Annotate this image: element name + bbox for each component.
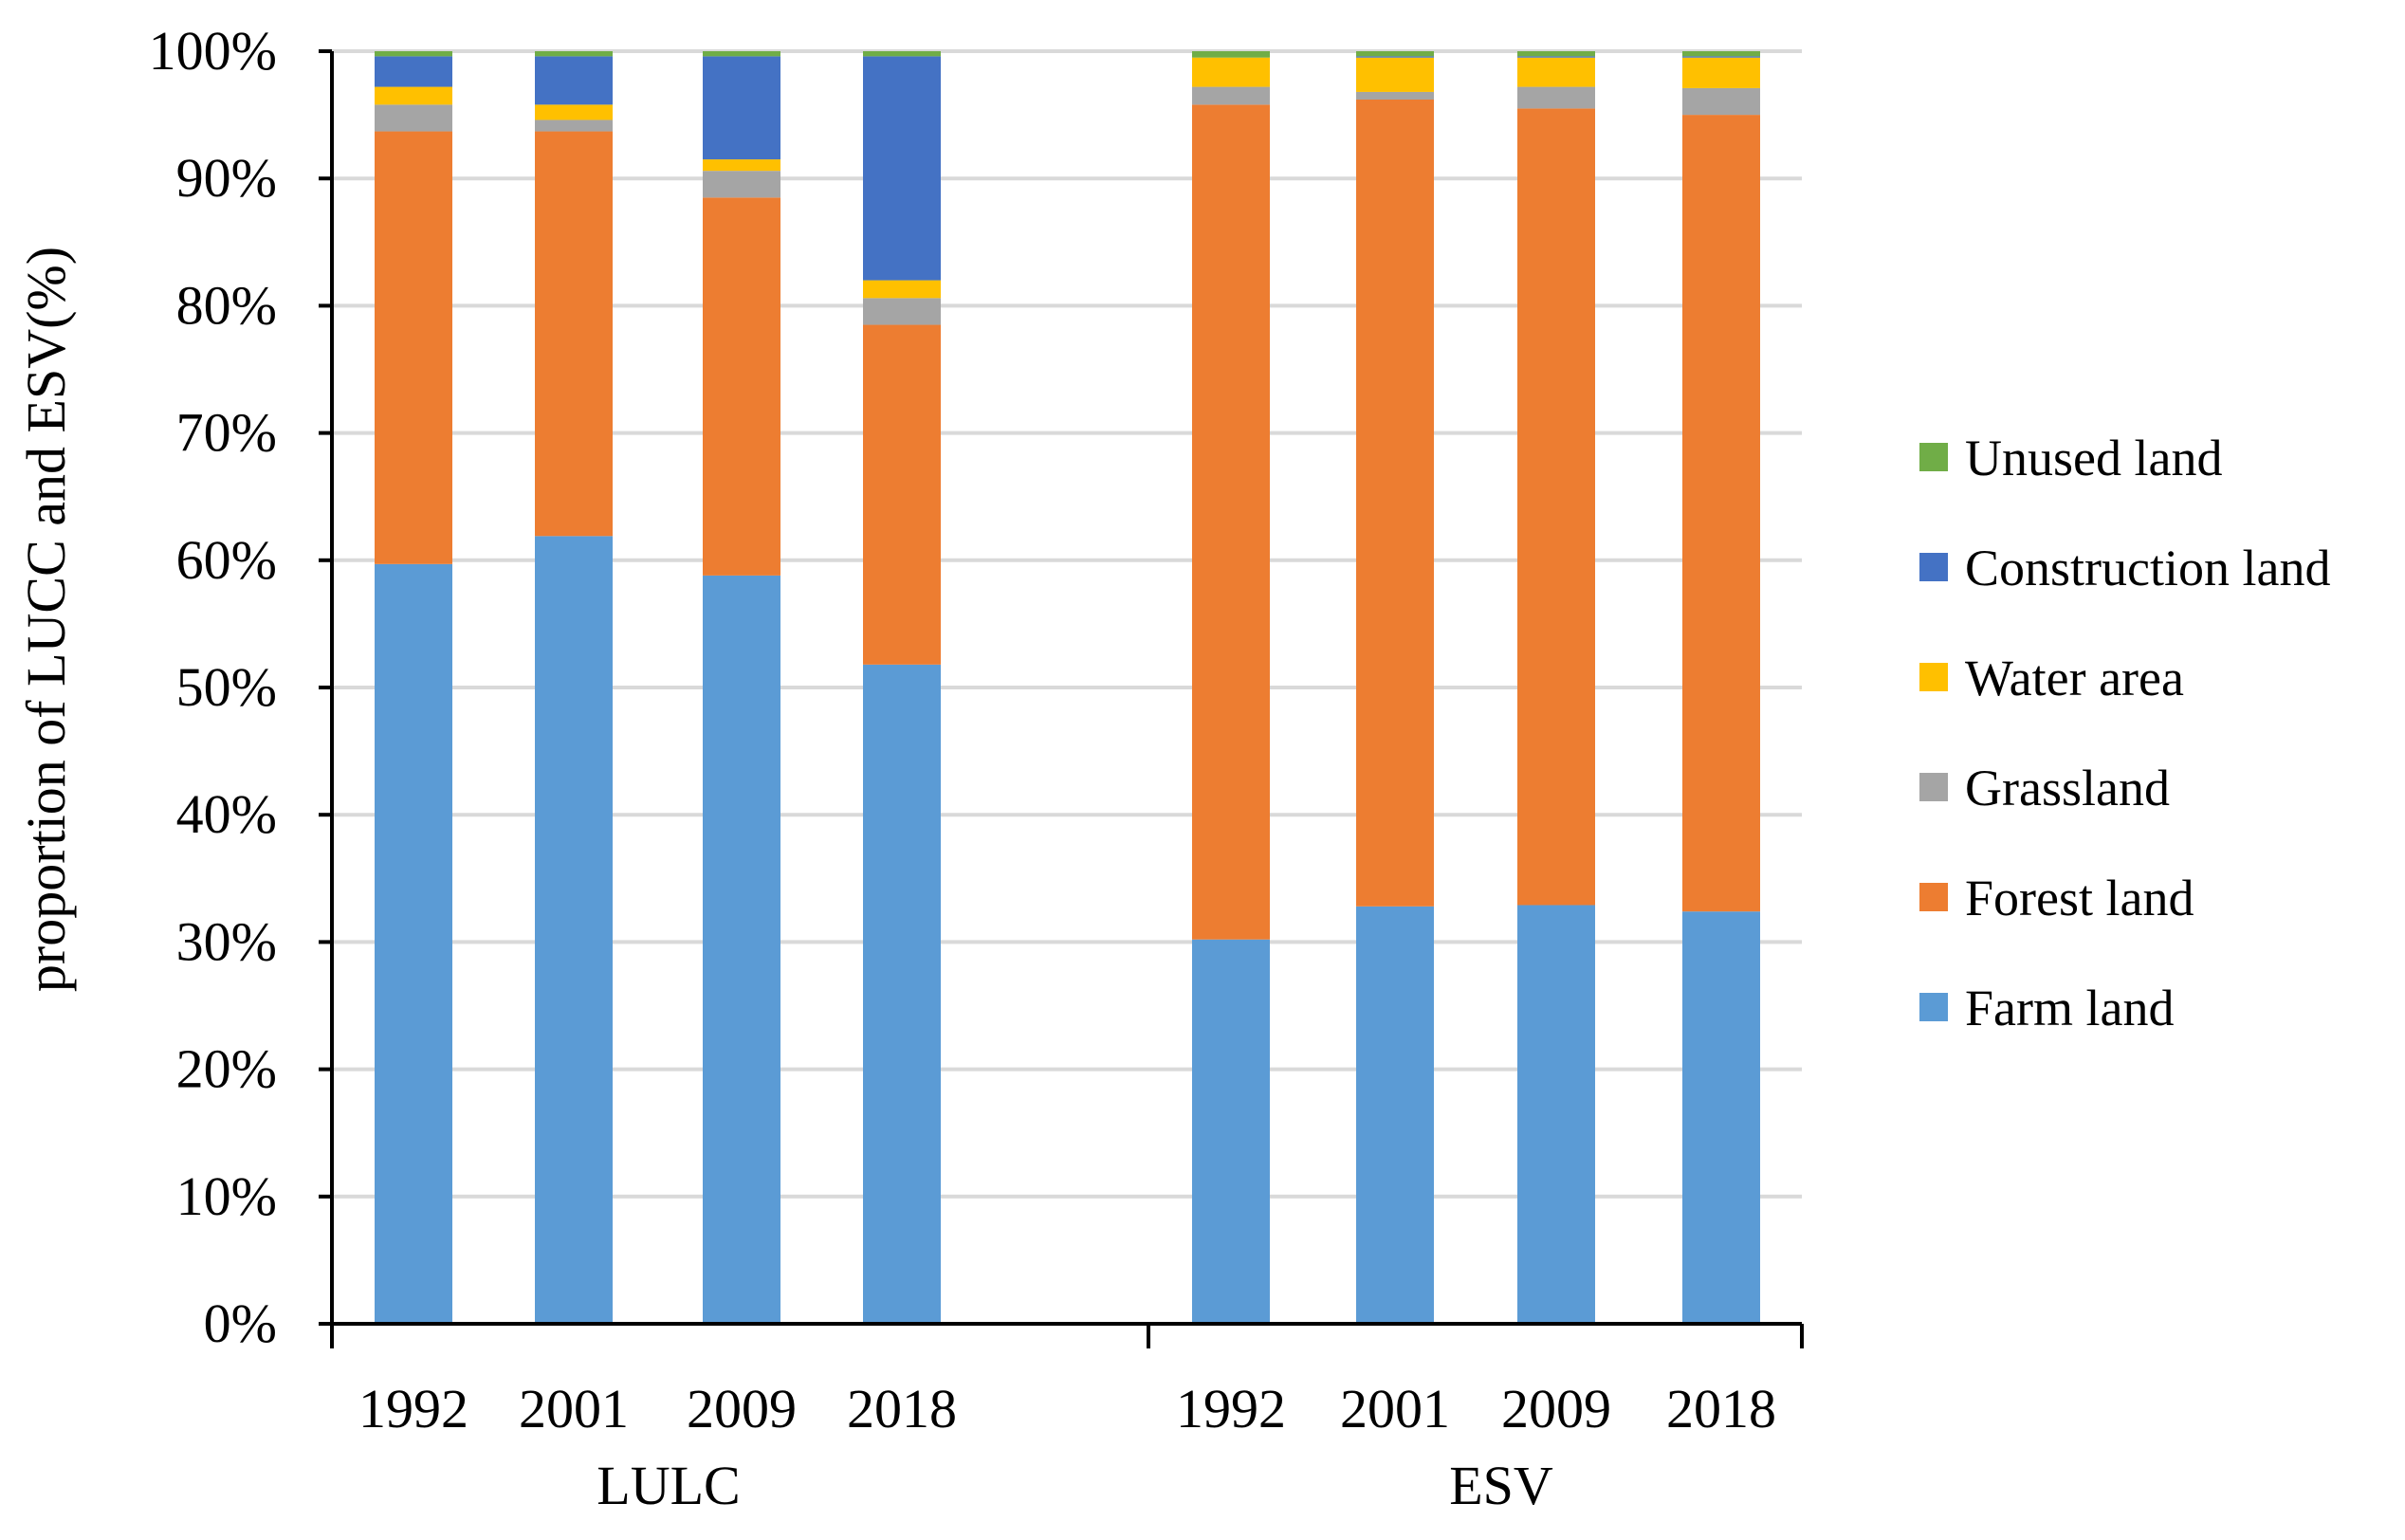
axes [319, 49, 1804, 1348]
y-tick-label: 60% [176, 529, 277, 591]
legend-swatch [1919, 993, 1948, 1021]
legend-swatch [1919, 443, 1948, 471]
bar-segment-grassland [703, 171, 780, 198]
x-group-label: LULC [597, 1455, 740, 1516]
legend-item: Construction land [1919, 540, 2330, 596]
bar-segment-unused-land [1517, 51, 1595, 57]
bar-segment-construction-land [863, 56, 941, 281]
bar-segment-water-area [1356, 57, 1434, 92]
bar-segment-grassland [1356, 91, 1434, 100]
bar-segment-forest-land [535, 131, 613, 537]
legend-item: Forest land [1919, 870, 2194, 926]
bar-segment-grassland [863, 298, 941, 325]
y-axis-title: proportion of LUCC and ESV(%) [15, 247, 77, 992]
bar-segment-farm-land [1517, 905, 1595, 1324]
y-tick-label: 20% [176, 1038, 277, 1100]
legend-swatch [1919, 883, 1948, 911]
bar-segment-unused-land [1682, 51, 1760, 57]
legend-label: Construction land [1965, 540, 2330, 596]
bar-segment-water-area [863, 280, 941, 299]
x-category-label: 2001 [519, 1378, 629, 1439]
y-tick-labels: 0% 10% 20% 30% 40% 50% 60% 70% 80% 90% 100% [149, 20, 277, 1354]
bar-segment-unused-land [535, 51, 613, 57]
bar-segment-water-area [1517, 57, 1595, 87]
bar-segment-unused-land [375, 51, 452, 57]
legend-label: Unused land [1965, 430, 2222, 486]
y-tick-label: 90% [176, 147, 277, 209]
bar-segment-construction-land [535, 56, 613, 105]
bar-segment-farm-land [535, 536, 613, 1324]
x-category-label: 2001 [1340, 1378, 1450, 1439]
x-category-label: 1992 [358, 1378, 468, 1439]
legend-label: Farm land [1965, 980, 2174, 1036]
bar-segment-water-area [1682, 57, 1760, 88]
y-tick-label: 80% [176, 274, 277, 336]
bar-segment-forest-land [703, 197, 780, 576]
bar-segment-grassland [535, 119, 613, 132]
bar-segment-forest-land [1517, 108, 1595, 906]
bar-segment-water-area [375, 86, 452, 105]
bar-segment-grassland [375, 104, 452, 132]
y-tick-label: 10% [176, 1165, 277, 1227]
x-category-label: 2009 [1501, 1378, 1611, 1439]
y-tick-label: 0% [204, 1292, 277, 1354]
bar-segment-farm-land [375, 563, 452, 1324]
legend-swatch [1919, 663, 1948, 691]
x-category-label: 2018 [1666, 1378, 1776, 1439]
bar-segment-farm-land [863, 664, 941, 1324]
y-tick-label: 30% [176, 910, 277, 972]
x-category-labels: 1992 2001 2009 2018 1992 2001 2009 2018 [358, 1378, 1776, 1439]
x-category-label: 2018 [847, 1378, 957, 1439]
bar-segment-unused-land [863, 51, 941, 57]
x-group-labels: LULC ESV [597, 1455, 1553, 1516]
bar-segment-forest-land [1192, 104, 1270, 940]
bar-segment-farm-land [1192, 939, 1270, 1324]
y-tick-label: 40% [176, 783, 277, 845]
bar-segment-construction-land [375, 56, 452, 87]
bars [375, 51, 1760, 1324]
bar-segment-forest-land [1682, 115, 1760, 912]
bar-segment-farm-land [1682, 911, 1760, 1324]
bar-segment-construction-land [1356, 56, 1434, 58]
legend-swatch [1919, 773, 1948, 801]
x-category-label: 1992 [1176, 1378, 1286, 1439]
legend-label: Forest land [1965, 870, 2194, 926]
bar-segment-forest-land [1356, 99, 1434, 907]
bar-segment-unused-land [1356, 51, 1434, 57]
x-group-label: ESV [1449, 1455, 1553, 1516]
y-tick-label: 100% [149, 20, 277, 82]
x-category-label: 2009 [687, 1378, 797, 1439]
legend-swatch [1919, 553, 1948, 581]
bar-segment-unused-land [703, 51, 780, 57]
bar-segment-farm-land [1356, 906, 1434, 1324]
legend-label: Water area [1965, 650, 2184, 706]
bar-segment-water-area [535, 104, 613, 120]
bar-segment-construction-land [1682, 56, 1760, 58]
bar-segment-construction-land [1517, 56, 1595, 58]
y-tick-label: 50% [176, 656, 277, 718]
bar-segment-farm-land [703, 575, 780, 1324]
bar-segment-unused-land [1192, 51, 1270, 58]
bar-segment-construction-land [703, 56, 780, 160]
bar-segment-grassland [1682, 87, 1760, 116]
legend-item: Farm land [1919, 980, 2174, 1036]
bar-segment-water-area [1192, 57, 1270, 87]
legend-item: Unused land [1919, 430, 2222, 486]
bar-segment-water-area [703, 159, 780, 172]
bar-segment-forest-land [863, 324, 941, 665]
bar-segment-forest-land [375, 131, 452, 564]
legend: Unused land Construction land Water area Gr… [1919, 430, 2330, 1036]
legend-item: Water area [1919, 650, 2184, 706]
legend-item: Grassland [1919, 760, 2170, 816]
legend-label: Grassland [1965, 760, 2170, 816]
bar-segment-grassland [1192, 86, 1270, 105]
bar-segment-grassland [1517, 86, 1595, 109]
y-tick-label: 70% [176, 402, 277, 464]
